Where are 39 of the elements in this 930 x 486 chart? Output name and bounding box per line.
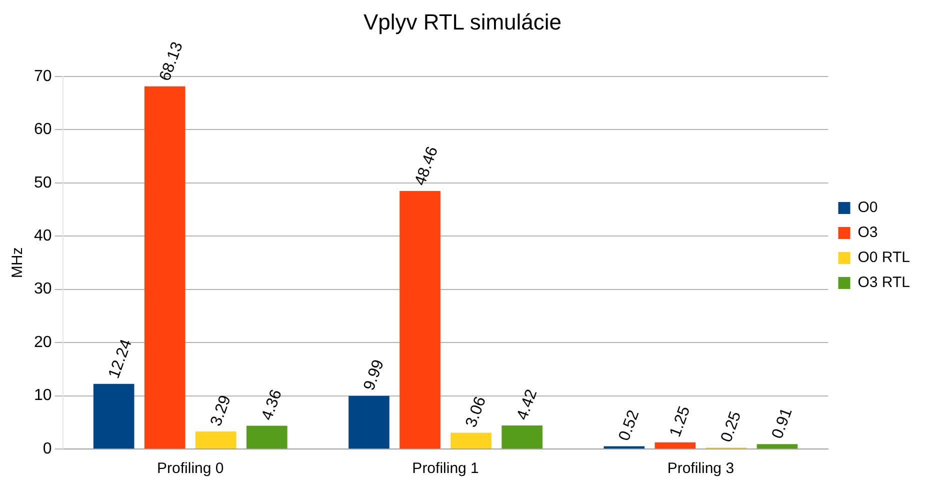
bar bbox=[756, 444, 798, 448]
y-tick-label: 0 bbox=[42, 440, 52, 458]
bar bbox=[348, 396, 390, 448]
y-tick-label: 70 bbox=[34, 68, 52, 85]
legend-label: O3 RTL bbox=[858, 274, 910, 292]
y-tick-label: 60 bbox=[34, 121, 52, 138]
data-label: 1.25 bbox=[667, 404, 694, 440]
data-label: 9.99 bbox=[360, 358, 388, 393]
data-label: 68.13 bbox=[156, 40, 186, 84]
data-label: 0.91 bbox=[769, 406, 796, 442]
data-label: 0.52 bbox=[616, 408, 643, 444]
data-label: 12.24 bbox=[106, 337, 136, 381]
x-tick-label: Profiling 1 bbox=[412, 460, 479, 478]
data-label: 4.42 bbox=[514, 387, 541, 422]
chart-title: Vplyv RTL simulácie bbox=[363, 9, 562, 34]
y-tick-label: 30 bbox=[34, 280, 52, 298]
bar bbox=[654, 442, 696, 448]
y-tick-label: 10 bbox=[34, 387, 52, 404]
data-label: 48.46 bbox=[412, 144, 442, 188]
bar bbox=[400, 191, 440, 448]
data-label: 3.06 bbox=[462, 394, 490, 430]
y-tick-label: 20 bbox=[34, 334, 52, 351]
bar bbox=[195, 431, 236, 448]
bar bbox=[450, 432, 492, 448]
y-axis-title: MHz bbox=[9, 247, 26, 278]
bar bbox=[93, 384, 134, 448]
bar bbox=[502, 425, 542, 448]
legend-label: O0 bbox=[858, 199, 878, 216]
legend-label: O0 RTL bbox=[858, 249, 910, 266]
bar bbox=[246, 426, 288, 448]
legend-label: O3 bbox=[858, 224, 878, 242]
bar bbox=[144, 86, 186, 448]
data-label: 0.25 bbox=[718, 409, 745, 445]
x-tick-label: Profiling 3 bbox=[667, 460, 734, 478]
y-tick-label: 40 bbox=[34, 227, 52, 244]
data-label: 3.29 bbox=[208, 393, 234, 428]
data-label: 4.36 bbox=[258, 388, 286, 423]
x-tick-label: Profiling 0 bbox=[157, 460, 224, 478]
y-tick-label: 50 bbox=[34, 174, 52, 192]
